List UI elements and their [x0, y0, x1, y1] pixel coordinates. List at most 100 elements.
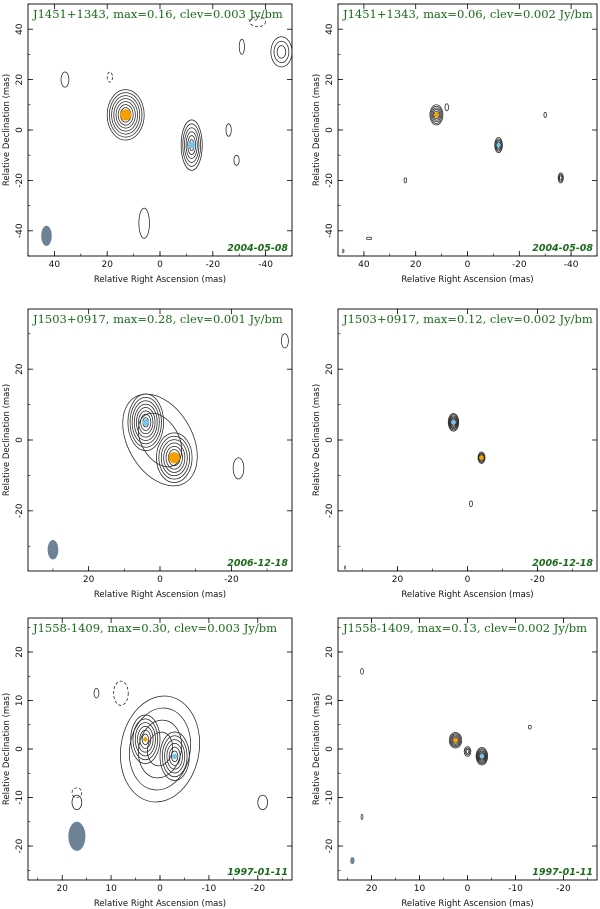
y-tick-label: 20 — [15, 646, 25, 658]
contour-level — [447, 413, 460, 432]
source-contours — [280, 333, 289, 349]
contour-level — [448, 414, 459, 431]
contour-level — [160, 439, 188, 477]
contour-level — [448, 732, 463, 749]
panel-5: 20 10 0 -10 -20 -20 -10 0 10 20 J1558-1409, max=0.… — [2, 617, 293, 909]
source-contours — [475, 747, 489, 766]
plot-area — [41, 16, 292, 246]
source-contours — [528, 724, 532, 730]
contour-level — [233, 154, 240, 166]
panel-title: J1451+1343, max=0.16, clev=0.003 Jy/bm — [32, 7, 283, 21]
contour-level — [182, 123, 201, 167]
contour-level — [495, 139, 502, 151]
x-axis-title: Relative Right Ascension (mas) — [401, 275, 533, 285]
y-tick-label: -20 — [325, 173, 335, 188]
contour-level — [184, 127, 200, 163]
y-tick-label: 0 — [15, 746, 25, 752]
x-tick-label: 20 — [83, 575, 95, 585]
contour-level — [113, 98, 138, 132]
contour-level — [137, 726, 154, 753]
contour-level — [138, 207, 150, 239]
contour-level — [559, 175, 563, 181]
contour-level — [171, 750, 179, 762]
y-tick-label: -20 — [15, 173, 25, 188]
panel-title: J1558-1409, max=0.13, clev=0.002 Jy/bm — [342, 621, 587, 635]
source-contours — [463, 746, 472, 757]
contour-level — [366, 236, 373, 240]
y-tick-label: -20 — [15, 838, 25, 853]
source-contours — [257, 794, 268, 811]
source-contours — [159, 731, 190, 781]
panel-6: 20 10 0 -10 -20 -20 -10 0 10 20 J1558-1409, max=0.… — [312, 617, 598, 909]
x-tick-label: 20 — [56, 884, 68, 894]
contour-level — [465, 749, 470, 754]
contour-level — [444, 103, 449, 112]
source-contours — [233, 154, 240, 166]
y-axis-title: Relative Declination (mas) — [2, 74, 12, 186]
y-tick-label: 10 — [325, 694, 335, 706]
contour-level — [558, 173, 563, 182]
contour-level — [109, 92, 143, 138]
panel-3: 20 0 -20 -20 0 20 J1503+0917, max=0.28, clev=0… — [2, 308, 293, 600]
contour-level — [429, 104, 444, 126]
plot-frame — [337, 3, 598, 257]
x-tick-label: -10 — [202, 884, 217, 894]
contour-level — [137, 412, 183, 468]
source-contours — [469, 500, 473, 507]
source-contours — [444, 103, 449, 112]
source-contours — [93, 687, 100, 699]
y-tick-label: 0 — [325, 437, 335, 443]
source-contours — [225, 123, 232, 137]
beam-ellipse — [41, 225, 52, 246]
contour-level — [476, 748, 488, 765]
contour-level — [463, 746, 472, 757]
y-tick-label: -10 — [15, 790, 25, 805]
contour-level — [60, 71, 70, 88]
component-orange — [453, 737, 458, 743]
contour-level — [180, 119, 203, 171]
y-axis-title: Relative Declination (mas) — [312, 74, 322, 186]
contour-level — [166, 743, 183, 770]
contour-level — [129, 396, 162, 448]
contour-level — [257, 794, 268, 811]
component-orange — [120, 109, 132, 121]
source-contours — [543, 111, 547, 118]
contour-level — [270, 36, 292, 68]
source-contours — [360, 814, 364, 820]
x-tick-label: -20 — [250, 884, 265, 894]
contour-level — [238, 38, 245, 55]
y-tick-label: 40 — [325, 23, 335, 35]
contour-level — [140, 413, 152, 431]
contour-level — [138, 719, 182, 779]
component-blue — [479, 754, 485, 759]
observation-date: 2004-05-08 — [227, 243, 288, 254]
x-tick-label: -10 — [508, 884, 523, 894]
source-contours — [366, 236, 373, 240]
contour-level — [134, 722, 156, 757]
plot-frame — [337, 308, 598, 572]
y-tick-label: 20 — [15, 363, 25, 375]
y-tick-label: -40 — [15, 223, 25, 238]
y-axis-title: Relative Declination (mas) — [2, 693, 12, 805]
y-axis-title: Relative Declination (mas) — [312, 693, 322, 805]
y-tick-label: -20 — [325, 503, 335, 518]
source-contours — [557, 172, 564, 184]
contour-level — [168, 449, 181, 467]
source-contours — [270, 36, 292, 68]
source-contours — [120, 695, 200, 803]
negative-contour — [71, 787, 83, 798]
contour-level — [117, 104, 134, 126]
panel-4: 20 0 -20 -20 0 20 J1503+0917, max=0.12, clev=0… — [312, 308, 598, 600]
source-contours — [60, 71, 70, 88]
x-tick-label: -40 — [564, 260, 579, 270]
negative-contour — [106, 71, 113, 83]
x-tick-label: 0 — [157, 575, 163, 585]
beam-ellipse — [47, 540, 59, 560]
panel-1: 40 20 0 -20 -40 -40 -20 0 20 40 J1451+1343, max=0.… — [2, 3, 293, 285]
y-tick-label: 40 — [15, 23, 25, 35]
x-tick-label: -20 — [224, 575, 239, 585]
x-axis-title: Relative Right Ascension (mas) — [94, 899, 226, 909]
contour-level — [557, 172, 564, 184]
plot-area — [350, 668, 532, 865]
observation-date: 2004-05-08 — [532, 243, 593, 254]
